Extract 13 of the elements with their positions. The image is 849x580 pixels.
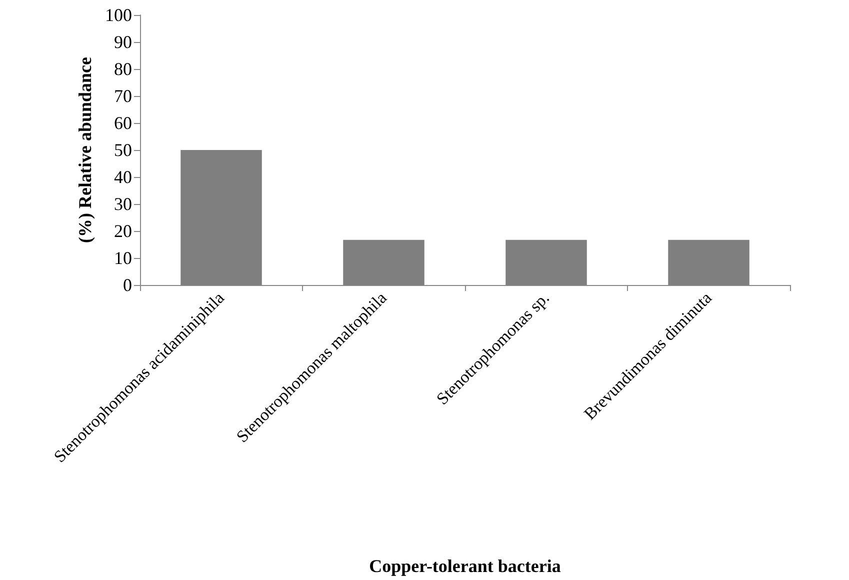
y-tick-label: 0	[123, 275, 132, 295]
x-axis-title: Copper-tolerant bacteria	[369, 556, 561, 576]
y-tick-label: 100	[105, 5, 132, 25]
y-tick-label: 80	[114, 59, 132, 79]
y-axis-title: (%) Relative abundance	[75, 56, 96, 243]
y-tick-label: 50	[114, 140, 132, 160]
y-tick-label: 30	[114, 194, 132, 214]
y-tick-label: 70	[114, 86, 132, 106]
y-tick-label: 20	[114, 221, 132, 241]
y-tick-label: 60	[114, 113, 132, 133]
y-tick-label: 10	[114, 248, 132, 268]
y-tick-label: 90	[114, 32, 132, 52]
y-tick-label: 40	[114, 167, 132, 187]
